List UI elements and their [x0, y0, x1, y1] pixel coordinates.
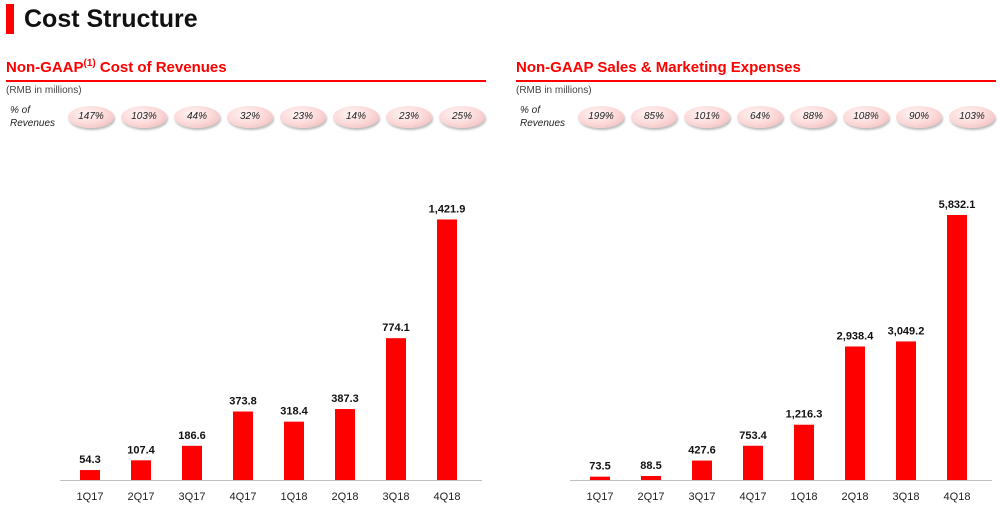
x-tick-label: 4Q18 [434, 491, 461, 503]
pct-pill: 147% [68, 106, 114, 128]
x-tick-label: 2Q17 [638, 491, 665, 503]
panel-title-main: Non-GAAP Sales & Marketing Expenses [516, 59, 801, 76]
pct-pill: 108% [843, 106, 889, 128]
data-label: 73.5 [589, 461, 610, 473]
panel-title: Non-GAAP(1) Cost of Revenues [6, 58, 227, 78]
data-label: 1,421.9 [429, 203, 466, 215]
page-header: Cost Structure [0, 0, 1000, 44]
title-underline [6, 80, 486, 82]
pct-label-line1: % of [10, 105, 31, 116]
pct-label-line1: % of [520, 105, 541, 116]
pct-pill: 14% [333, 106, 379, 128]
pct-label-line2: Revenues [10, 118, 56, 129]
bar-1q18 [794, 424, 814, 480]
x-tick-label: 4Q18 [944, 491, 971, 503]
x-tick-label: 2Q18 [842, 491, 869, 503]
bar-2q18 [845, 346, 865, 480]
cost-of-revenues-chart: 54.3 1Q17 107.4 2Q17 186.6 3Q17 373.8 4Q17 318.4… [60, 203, 482, 503]
page-title: Cost Structure [24, 5, 198, 33]
data-label: 5,832.1 [939, 199, 976, 211]
data-label: 107.4 [127, 444, 155, 456]
data-label: 427.6 [688, 445, 716, 457]
units-note: (RMB in millions) [6, 85, 82, 96]
bar-1q17 [80, 470, 100, 480]
bar-3q18 [896, 341, 916, 480]
data-label: 318.4 [280, 406, 308, 418]
sales-marketing-panel: Non-GAAP Sales & Marketing Expenses (RMB… [516, 56, 1000, 508]
pct-pill: 199% [578, 106, 624, 128]
pct-pill: 25% [439, 106, 485, 128]
data-label: 54.3 [79, 454, 100, 466]
bar-4q17 [743, 445, 763, 480]
bar-3q17 [182, 445, 202, 480]
pct-pill: 32% [227, 106, 273, 128]
x-tick-label: 4Q17 [740, 491, 767, 503]
pct-of-revenues-label: % of Revenues [10, 104, 55, 130]
pct-pill: 101% [684, 106, 730, 128]
data-label: 753.4 [739, 430, 767, 442]
bar-4q18 [947, 214, 967, 480]
x-tick-label: 1Q17 [77, 491, 104, 503]
data-label: 3,049.2 [888, 325, 925, 337]
bar-2q17 [131, 460, 151, 480]
sales-marketing-chart: 73.5 1Q17 88.5 2Q17 427.6 3Q17 753.4 4Q17 1,216.… [570, 199, 992, 503]
x-tick-label: 4Q17 [230, 491, 257, 503]
pct-pill: 103% [121, 106, 167, 128]
data-label: 1,216.3 [786, 409, 823, 421]
x-tick-label: 1Q18 [281, 491, 308, 503]
pct-of-revenues-label: % of Revenues [520, 104, 565, 130]
bar-3q18 [386, 338, 406, 480]
bar-4q17 [233, 411, 253, 480]
panel-title-rest: Cost of Revenues [95, 59, 227, 76]
x-tick-label: 3Q17 [179, 491, 206, 503]
units-note: (RMB in millions) [516, 85, 592, 96]
x-tick-label: 3Q17 [689, 491, 716, 503]
bar-2q17 [641, 475, 661, 480]
pct-pill: 85% [631, 106, 677, 128]
panel-title-main: Non-GAAP [6, 59, 84, 76]
pct-pill: 103% [949, 106, 995, 128]
bar-3q17 [692, 460, 712, 480]
data-label: 186.6 [178, 430, 206, 442]
data-label: 387.3 [331, 393, 359, 405]
x-tick-label: 2Q18 [332, 491, 359, 503]
x-tick-label: 3Q18 [893, 491, 920, 503]
pct-label-line2: Revenues [520, 118, 566, 129]
bar-4q18 [437, 219, 457, 480]
pct-of-revenues-row: 199% 85% 101% 64% 88% 108% 90% 103% [578, 106, 998, 130]
pct-of-revenues-row: 147% 103% 44% 32% 23% 14% 23% 25% [68, 106, 488, 130]
panel-title: Non-GAAP Sales & Marketing Expenses [516, 58, 801, 78]
bar-2q18 [335, 409, 355, 480]
data-label: 373.8 [229, 396, 257, 408]
bar-1q18 [284, 421, 304, 480]
data-label: 774.1 [382, 322, 410, 334]
pct-pill: 90% [896, 106, 942, 128]
title-underline [516, 80, 996, 82]
x-tick-label: 1Q17 [587, 491, 614, 503]
bar-1q17 [590, 476, 610, 480]
title-accent-bar [6, 4, 14, 34]
x-tick-label: 1Q18 [791, 491, 818, 503]
pct-pill: 64% [737, 106, 783, 128]
x-tick-label: 3Q18 [383, 491, 410, 503]
cost-of-revenues-panel: Non-GAAP(1) Cost of Revenues (RMB in mil… [6, 56, 496, 508]
pct-pill: 23% [280, 106, 326, 128]
x-tick-label: 2Q17 [128, 491, 155, 503]
data-label: 88.5 [640, 460, 661, 472]
pct-pill: 88% [790, 106, 836, 128]
pct-pill: 23% [386, 106, 432, 128]
data-label: 2,938.4 [837, 330, 875, 342]
footnote-marker: (1) [83, 58, 96, 69]
pct-pill: 44% [174, 106, 220, 128]
